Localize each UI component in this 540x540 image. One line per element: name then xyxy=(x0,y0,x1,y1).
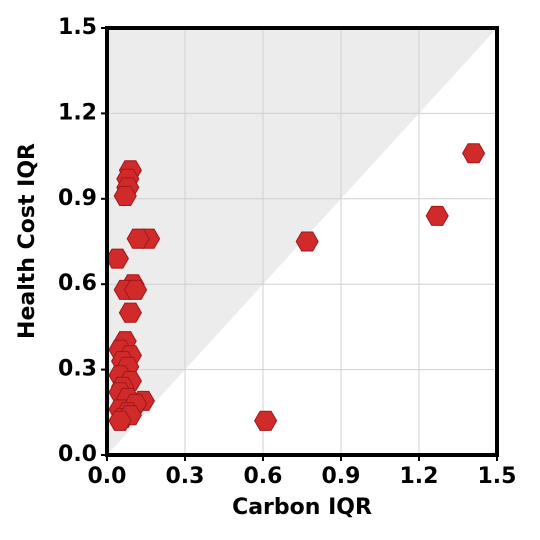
x-tick-label: 0.0 xyxy=(88,464,127,489)
y-tick-label: 0.9 xyxy=(58,186,97,211)
point xyxy=(108,410,132,431)
point xyxy=(105,248,129,269)
y-axis-label: Health Cost IQR xyxy=(15,143,40,339)
y-tick-label: 1.5 xyxy=(58,15,97,40)
x-tick-label: 0.9 xyxy=(322,464,361,489)
x-tick-label: 0.3 xyxy=(166,464,205,489)
point xyxy=(124,279,148,300)
point xyxy=(254,410,278,431)
y-tick-label: 1.2 xyxy=(58,100,97,125)
point xyxy=(425,205,449,226)
x-tick-label: 1.5 xyxy=(478,464,517,489)
point xyxy=(462,143,486,164)
plot-frame xyxy=(105,26,499,457)
y-tick-label: 0.3 xyxy=(58,357,97,382)
y-tick-label: 0.0 xyxy=(58,442,97,467)
point xyxy=(126,228,150,249)
x-axis-label: Carbon IQR xyxy=(232,495,372,520)
x-tick-label: 1.2 xyxy=(400,464,439,489)
point xyxy=(118,302,142,323)
point xyxy=(295,231,319,252)
y-tick-label: 0.6 xyxy=(58,271,97,296)
point xyxy=(113,185,137,206)
x-tick-label: 0.6 xyxy=(244,464,283,489)
